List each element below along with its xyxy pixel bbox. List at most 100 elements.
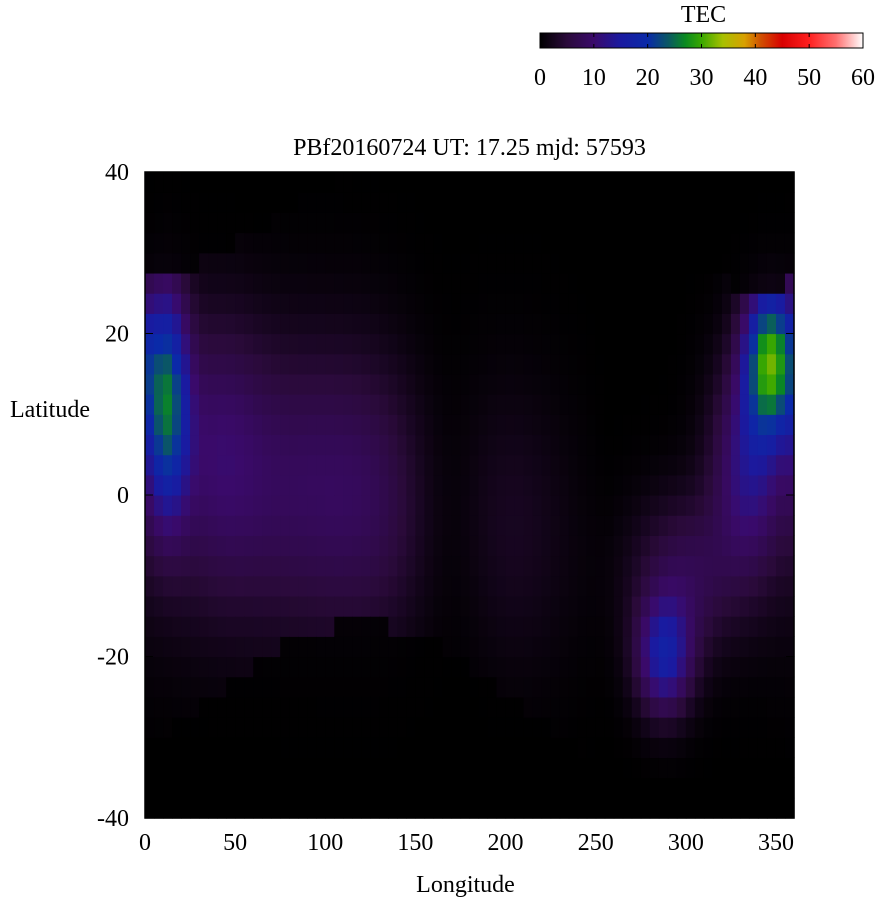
heatmap-cell — [748, 172, 759, 193]
heatmap-cell — [163, 797, 173, 819]
heatmap-cell — [271, 757, 281, 779]
heatmap-cell — [649, 414, 660, 436]
heatmap-cell — [145, 172, 155, 193]
heatmap-cell — [199, 717, 209, 738]
heatmap-cell — [154, 555, 164, 577]
heatmap-cell — [784, 595, 795, 617]
heatmap-cell — [568, 777, 579, 799]
heatmap-cell — [694, 777, 705, 799]
heatmap-cell — [685, 555, 696, 577]
heatmap-cell — [721, 555, 732, 577]
heatmap-cell — [667, 555, 678, 577]
heatmap-cell — [523, 676, 534, 698]
heatmap-cell — [739, 717, 750, 738]
heatmap-cell — [415, 353, 426, 375]
heatmap-cell — [397, 595, 408, 617]
heatmap-cell — [217, 172, 227, 193]
heatmap-cell — [541, 434, 552, 456]
heatmap-cell — [739, 777, 750, 799]
heatmap-cell — [244, 272, 254, 294]
heatmap-cell — [154, 414, 164, 436]
heatmap-cell — [685, 474, 696, 496]
heatmap-cell — [199, 353, 209, 375]
heatmap-cell — [325, 474, 335, 496]
heatmap-cell — [739, 272, 750, 294]
heatmap-cell — [766, 616, 777, 637]
heatmap-cell — [622, 656, 633, 678]
heatmap-cell — [163, 394, 173, 415]
heatmap-cell — [370, 172, 380, 193]
heatmap-cell — [424, 333, 435, 355]
heatmap-cell — [712, 272, 723, 294]
heatmap-cell — [676, 252, 687, 274]
heatmap-cell — [721, 777, 732, 799]
heatmap-cell — [388, 414, 398, 436]
heatmap-cell — [370, 454, 380, 476]
heatmap-cell — [253, 515, 263, 536]
heatmap-cell — [604, 575, 615, 597]
heatmap-cell — [595, 777, 606, 799]
heatmap-cell — [316, 454, 326, 476]
heatmap-cell — [478, 293, 489, 314]
heatmap-cell — [280, 616, 290, 637]
heatmap-cell — [316, 212, 326, 234]
heatmap-cell — [748, 495, 759, 516]
heatmap-cell — [289, 272, 299, 294]
heatmap-cell — [226, 313, 236, 335]
heatmap-cell — [316, 575, 326, 597]
heatmap-cell — [487, 696, 498, 718]
heatmap-cell — [361, 293, 371, 314]
heatmap-cell — [199, 575, 209, 597]
heatmap-cell — [361, 394, 371, 415]
heatmap-cell — [334, 192, 344, 213]
heatmap-cell — [523, 616, 534, 637]
heatmap-cell — [712, 232, 723, 254]
heatmap-cell — [721, 353, 732, 375]
heatmap-cell — [550, 777, 561, 799]
heatmap-cell — [613, 616, 624, 637]
heatmap-cell — [406, 434, 417, 456]
heatmap-cell — [613, 595, 624, 617]
heatmap-cell — [532, 595, 543, 617]
heatmap-cell — [496, 737, 507, 759]
heatmap-cell — [181, 252, 191, 274]
heatmap-cell — [739, 555, 750, 577]
heatmap-cell — [343, 696, 353, 718]
heatmap-cell — [703, 575, 714, 597]
heatmap-cell — [775, 454, 786, 476]
heatmap-cell — [649, 272, 660, 294]
heatmap-cell — [280, 373, 290, 395]
heatmap-cell — [262, 515, 272, 536]
heatmap-cell — [622, 434, 633, 456]
colorbar-tick-label: 50 — [797, 65, 821, 91]
heatmap-cell — [172, 434, 182, 456]
heatmap-cell — [352, 676, 362, 698]
heatmap-cell — [406, 676, 417, 698]
y-axis-label: Latitude — [10, 397, 90, 423]
heatmap-cell — [415, 272, 426, 294]
heatmap-cell — [775, 495, 786, 516]
heatmap-cell — [433, 656, 444, 678]
x-tick-label: 100 — [307, 830, 343, 856]
heatmap-cell — [469, 777, 480, 799]
heatmap-cell — [676, 656, 687, 678]
heatmap-cell — [442, 636, 453, 658]
heatmap-cell — [343, 172, 353, 193]
heatmap-cell — [154, 656, 164, 678]
heatmap-cell — [514, 272, 525, 294]
heatmap-cell — [586, 555, 597, 577]
heatmap-cell — [343, 575, 353, 597]
heatmap-cell — [145, 272, 155, 294]
heatmap-cell — [766, 454, 777, 476]
heatmap-cell — [784, 555, 795, 577]
heatmap-cell — [415, 172, 426, 193]
heatmap-cell — [172, 212, 182, 234]
heatmap-cell — [775, 333, 786, 355]
heatmap-cell — [487, 474, 498, 496]
heatmap-cell — [271, 394, 281, 415]
heatmap-cell — [595, 717, 606, 738]
heatmap-cell — [523, 212, 534, 234]
heatmap-cell — [496, 696, 507, 718]
heatmap-cell — [397, 293, 408, 314]
